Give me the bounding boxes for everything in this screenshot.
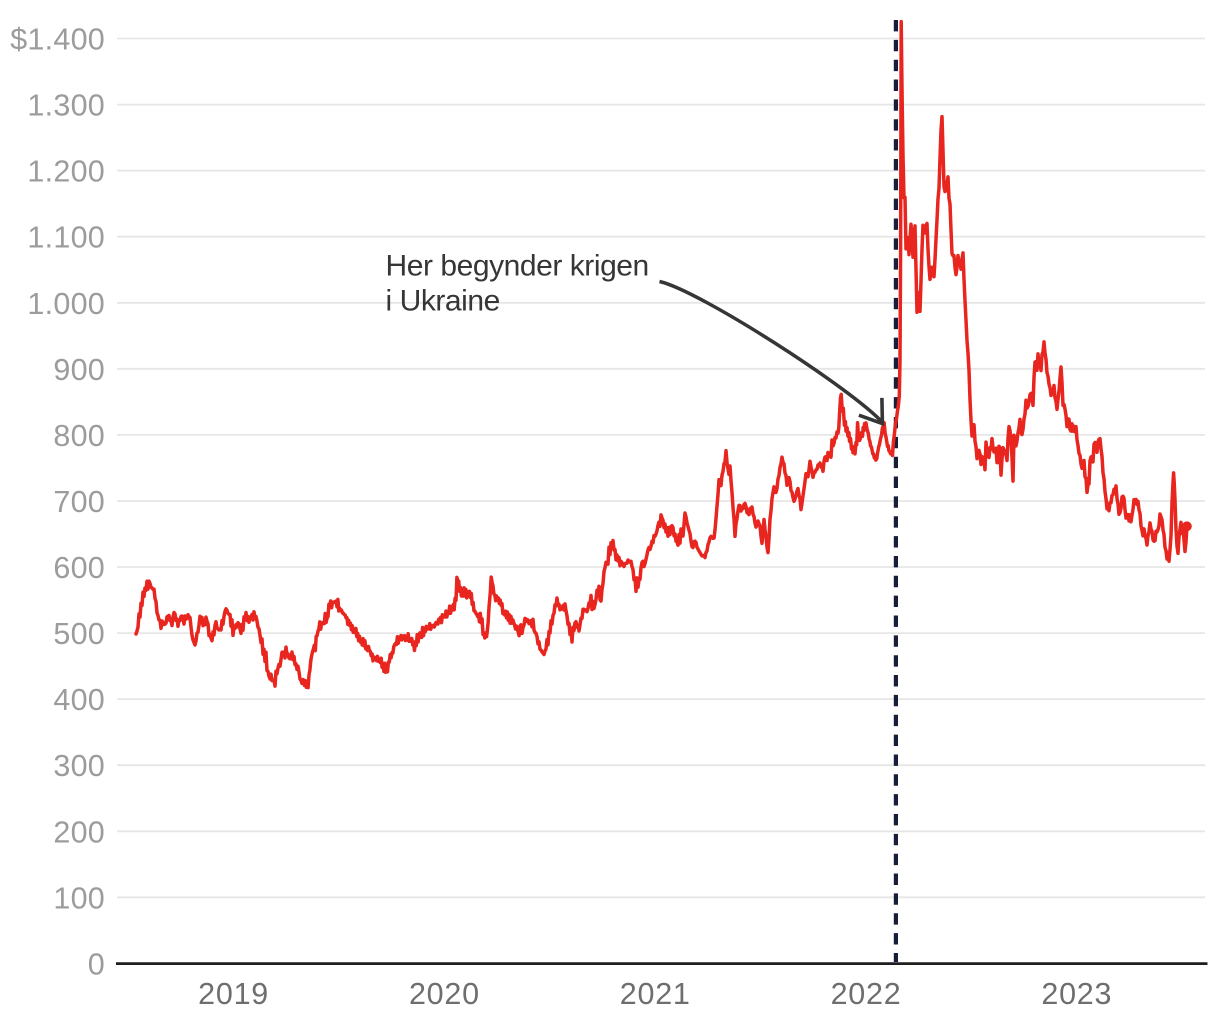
svg-text:1.300: 1.300 [27, 89, 105, 123]
svg-text:$1.400: $1.400 [10, 23, 105, 57]
svg-text:400: 400 [53, 683, 105, 717]
svg-text:700: 700 [53, 485, 105, 519]
svg-text:1.100: 1.100 [27, 221, 105, 255]
svg-text:1.200: 1.200 [27, 155, 105, 189]
svg-text:2021: 2021 [620, 977, 691, 1011]
svg-text:0: 0 [88, 947, 105, 981]
svg-text:500: 500 [53, 617, 105, 651]
svg-text:300: 300 [53, 749, 105, 783]
svg-text:600: 600 [53, 551, 105, 585]
svg-text:800: 800 [53, 419, 105, 453]
svg-text:900: 900 [53, 353, 105, 387]
svg-text:200: 200 [53, 815, 105, 849]
svg-text:i Ukraine: i Ukraine [386, 285, 500, 318]
svg-text:2023: 2023 [1041, 977, 1112, 1011]
svg-text:100: 100 [53, 881, 105, 915]
svg-text:Her begynder krigen: Her begynder krigen [386, 250, 649, 283]
svg-text:2019: 2019 [198, 977, 269, 1011]
svg-text:1.000: 1.000 [27, 287, 105, 321]
svg-text:2022: 2022 [831, 977, 902, 1011]
svg-text:2020: 2020 [409, 977, 480, 1011]
